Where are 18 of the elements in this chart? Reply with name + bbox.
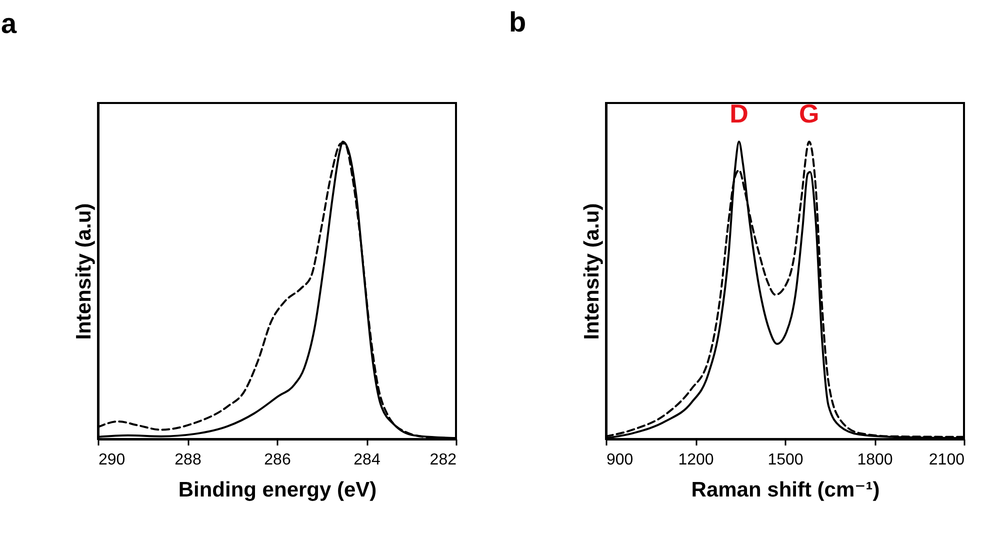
annotation: D [730, 98, 748, 129]
chart-title: a [1, 8, 17, 39]
x-tick-label: 900 [606, 452, 634, 468]
x-tick-label: 284 [354, 452, 380, 468]
x-tick-label: 1800 [857, 452, 893, 468]
x-tick-label: 1200 [678, 452, 714, 468]
x-tick-label: 2100 [928, 452, 965, 468]
chart-title: b [509, 6, 526, 38]
x-tick-label: 286 [264, 452, 291, 468]
y-axis-title: Intensity (a.u) [580, 203, 604, 340]
y-axis-title: Intensity (a.u) [72, 203, 96, 340]
x-axis-title: Raman shift (cm⁻¹) [691, 478, 880, 502]
x-tick-label: 282 [430, 452, 457, 468]
x-axis-title: Binding energy (eV) [178, 478, 377, 502]
annotation: G [799, 98, 820, 129]
x-tick-label: 1500 [768, 452, 804, 468]
x-tick-label: 290 [98, 452, 126, 468]
x-tick-label: 288 [174, 452, 202, 468]
